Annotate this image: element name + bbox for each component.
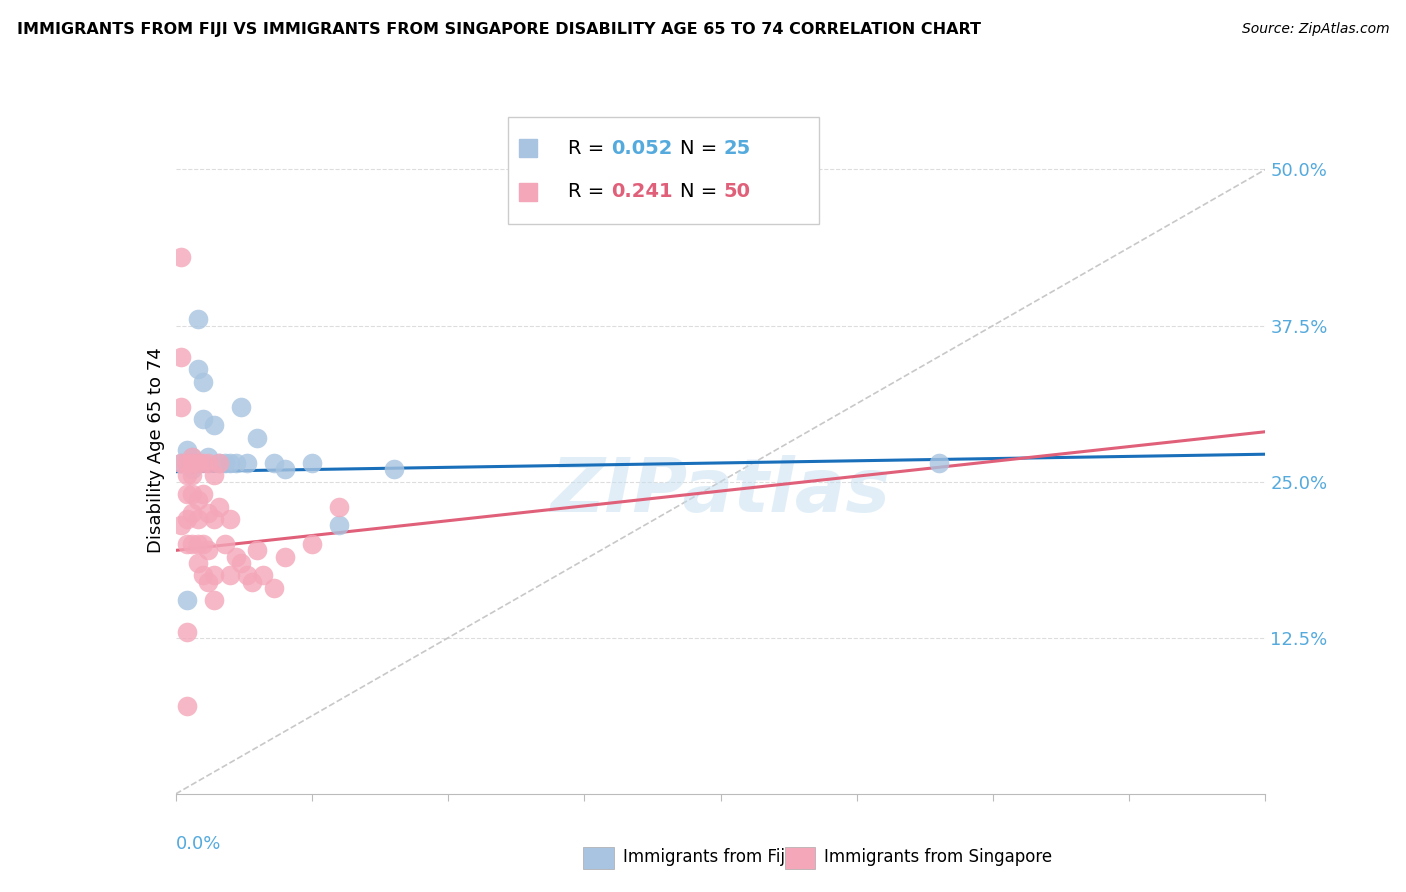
- Point: [208, 456, 231, 470]
- Text: IMMIGRANTS FROM FIJI VS IMMIGRANTS FROM SINGAPORE DISABILITY AGE 65 TO 74 CORREL: IMMIGRANTS FROM FIJI VS IMMIGRANTS FROM …: [17, 22, 981, 37]
- Point: [176, 537, 198, 551]
- Point: [225, 549, 247, 564]
- Point: [186, 493, 209, 508]
- Point: [176, 456, 198, 470]
- Point: [181, 450, 204, 464]
- Text: N =: N =: [681, 182, 717, 201]
- Point: [208, 500, 231, 514]
- Point: [181, 506, 204, 520]
- Point: [170, 456, 193, 470]
- Point: [170, 400, 193, 414]
- Text: 0.0%: 0.0%: [176, 835, 221, 853]
- Point: [263, 581, 285, 595]
- Point: [235, 456, 257, 470]
- Point: [240, 574, 263, 589]
- Point: [246, 431, 269, 445]
- Point: [274, 462, 297, 476]
- Text: 50: 50: [724, 182, 751, 201]
- Point: [246, 543, 269, 558]
- Point: [186, 537, 209, 551]
- Point: [176, 456, 198, 470]
- Point: [181, 468, 204, 483]
- Point: [176, 443, 198, 458]
- Point: [202, 568, 225, 582]
- Text: Immigrants from Singapore: Immigrants from Singapore: [824, 848, 1052, 866]
- Point: [263, 456, 285, 470]
- Y-axis label: Disability Age 65 to 74: Disability Age 65 to 74: [146, 348, 165, 553]
- Text: Source: ZipAtlas.com: Source: ZipAtlas.com: [1241, 22, 1389, 37]
- Point: [186, 312, 209, 326]
- Point: [202, 468, 225, 483]
- Point: [219, 512, 242, 526]
- Point: [186, 456, 209, 470]
- Point: [176, 487, 198, 501]
- Point: [186, 362, 209, 376]
- Point: [274, 549, 297, 564]
- Point: [208, 456, 231, 470]
- Point: [219, 456, 242, 470]
- Text: R =: R =: [568, 139, 605, 158]
- Point: [214, 456, 236, 470]
- Point: [181, 456, 204, 470]
- Point: [197, 506, 219, 520]
- Point: [191, 412, 214, 426]
- Point: [170, 456, 193, 470]
- Point: [202, 418, 225, 433]
- Point: [197, 543, 219, 558]
- Bar: [583, 847, 614, 869]
- Point: [170, 250, 193, 264]
- Point: [231, 400, 253, 414]
- Point: [176, 699, 198, 714]
- Point: [382, 462, 405, 476]
- Point: [235, 568, 257, 582]
- Point: [231, 556, 253, 570]
- Point: [301, 456, 323, 470]
- Point: [176, 468, 198, 483]
- Point: [181, 537, 204, 551]
- Text: Immigrants from Fiji: Immigrants from Fiji: [623, 848, 790, 866]
- FancyBboxPatch shape: [508, 118, 818, 224]
- Text: 0.241: 0.241: [612, 182, 673, 201]
- Text: N =: N =: [681, 139, 717, 158]
- Text: R =: R =: [568, 182, 605, 201]
- Point: [191, 456, 214, 470]
- Point: [328, 518, 350, 533]
- Point: [170, 518, 193, 533]
- Bar: [785, 847, 815, 869]
- Text: ZIPatlas: ZIPatlas: [551, 455, 890, 528]
- Point: [252, 568, 274, 582]
- Point: [197, 456, 219, 470]
- Point: [170, 350, 193, 364]
- Point: [301, 537, 323, 551]
- Point: [197, 450, 219, 464]
- Point: [197, 574, 219, 589]
- Point: [225, 456, 247, 470]
- Point: [176, 624, 198, 639]
- Point: [181, 450, 204, 464]
- Point: [176, 593, 198, 607]
- Point: [928, 456, 950, 470]
- Point: [328, 500, 350, 514]
- Point: [219, 568, 242, 582]
- Point: [191, 537, 214, 551]
- Point: [191, 375, 214, 389]
- Point: [181, 462, 204, 476]
- Point: [214, 537, 236, 551]
- Point: [176, 512, 198, 526]
- Point: [202, 593, 225, 607]
- Point: [186, 512, 209, 526]
- Text: 0.052: 0.052: [612, 139, 673, 158]
- Text: 25: 25: [724, 139, 751, 158]
- Point: [202, 512, 225, 526]
- Point: [181, 487, 204, 501]
- Point: [191, 487, 214, 501]
- Point: [191, 568, 214, 582]
- Point: [186, 556, 209, 570]
